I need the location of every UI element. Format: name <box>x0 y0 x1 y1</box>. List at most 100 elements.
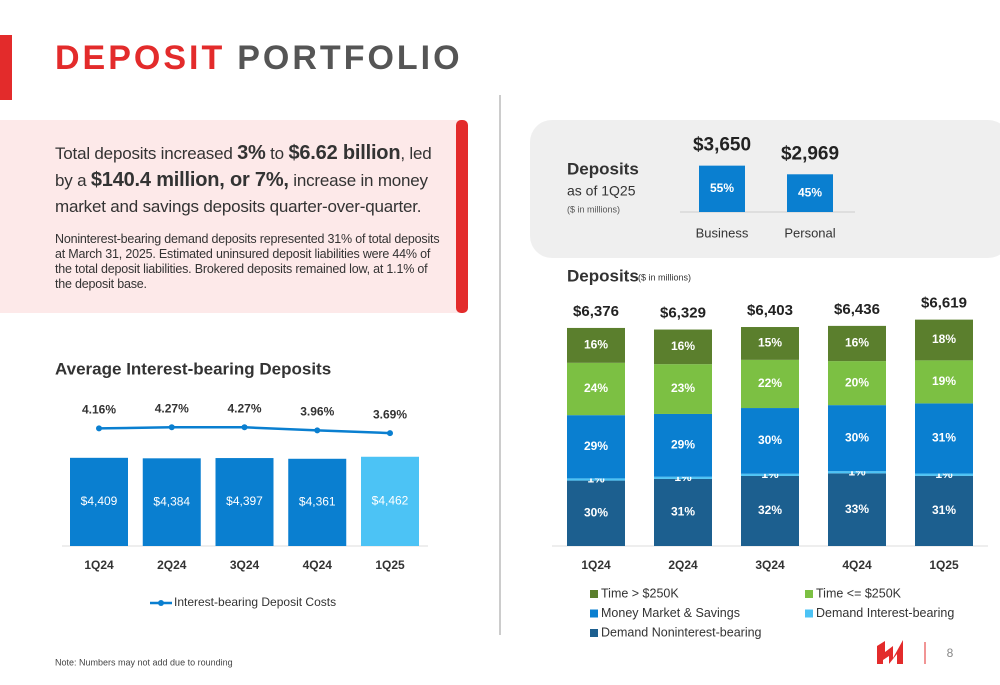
total-label: $6,376 <box>573 303 619 320</box>
legend-label: Money Market & Savings <box>601 606 740 620</box>
bar-segment <box>741 475 799 546</box>
total-label: $6,436 <box>834 301 880 318</box>
x-tick-label: 2Q24 <box>668 558 698 572</box>
accent-tab <box>0 35 12 100</box>
legend-swatch <box>590 629 598 637</box>
bar-segment <box>828 405 886 472</box>
bar-segment <box>741 473 799 476</box>
bar-segment <box>567 327 625 363</box>
legend-label: Interest-bearing Deposit Costs <box>174 595 336 609</box>
bar-label: $4,361 <box>299 495 336 509</box>
line-label: 4.27% <box>227 401 261 415</box>
segment-label: 29% <box>671 438 695 452</box>
legend-marker <box>158 600 164 606</box>
line-label: 4.16% <box>82 403 116 417</box>
legend-label: Demand Noninterest-bearing <box>601 625 762 639</box>
x-tick-label: Business <box>696 225 749 240</box>
chart-title: Deposits <box>567 266 639 285</box>
chart-unit: ($ in millions) <box>567 204 620 214</box>
legend-swatch <box>805 609 813 618</box>
bar-label: $4,462 <box>372 494 409 508</box>
bar-segment <box>567 478 625 481</box>
bar-segment <box>915 360 973 404</box>
total-label: $6,619 <box>921 295 967 312</box>
line-point <box>96 425 102 432</box>
headline-text: to <box>265 144 289 163</box>
slide-title: DEPOSIT PORTFOLIO <box>55 39 463 77</box>
segment-label: 16% <box>845 336 869 350</box>
segment-label: 31% <box>932 431 956 445</box>
bar-segment <box>654 478 712 546</box>
x-tick-label: 2Q24 <box>157 558 187 572</box>
summary-headline: Total deposits increased 3% to $6.62 bil… <box>55 140 440 220</box>
segment-label: 31% <box>671 505 695 519</box>
segment-label: 31% <box>932 503 956 517</box>
summary: Total deposits increased 3% to $6.62 bil… <box>55 140 440 292</box>
bar-segment <box>915 473 973 476</box>
bar-segment <box>654 329 712 365</box>
bar-segment <box>567 480 625 546</box>
line-label: 4.27% <box>155 401 189 415</box>
legend-label: Time <= $250K <box>816 586 902 600</box>
segment-label: 23% <box>671 381 695 395</box>
chart-title: Deposits <box>567 159 639 178</box>
headline-emphasis: 3% <box>237 142 266 164</box>
legend-label: Demand Interest-bearing <box>816 606 954 620</box>
bar-segment <box>828 471 886 474</box>
footnote: Note: Numbers may not add due to roundin… <box>55 657 233 667</box>
headline-text: Total deposits increased <box>55 144 238 163</box>
bar-label: $4,397 <box>226 494 263 508</box>
segment-label: 16% <box>584 338 608 352</box>
segment-label: 30% <box>584 505 608 519</box>
chart-title: Average Interest-bearing Deposits <box>55 359 331 378</box>
headline-emphasis: $140.4 million, or 7%, <box>90 169 289 191</box>
bar-segment <box>915 319 973 361</box>
bar-value-label: $3,650 <box>693 135 751 156</box>
bar-segment <box>828 361 886 406</box>
headline-emphasis: $6.62 billion <box>288 142 401 164</box>
bar-segment <box>741 327 799 360</box>
bar-label: $4,409 <box>81 494 118 508</box>
x-tick-label: 3Q24 <box>230 558 260 572</box>
line-point <box>314 427 321 434</box>
line-point <box>387 430 393 437</box>
chart-subtitle: as of 1Q25 <box>567 183 636 199</box>
summary-body: Noninterest-bearing demand deposits repr… <box>55 232 440 291</box>
segment-label: 19% <box>932 374 956 388</box>
segment-label: 24% <box>584 381 608 395</box>
line-label: 3.69% <box>373 407 407 421</box>
bar-segment <box>915 475 973 546</box>
x-tick-label: 1Q24 <box>581 558 611 572</box>
bar-segment <box>915 403 973 474</box>
x-tick-label: Personal <box>784 225 835 240</box>
logo <box>877 640 903 664</box>
title-rest: PORTFOLIO <box>237 39 462 77</box>
legend-swatch <box>805 590 813 598</box>
page-number: 8 <box>947 646 954 660</box>
x-tick-label: 3Q24 <box>755 558 785 572</box>
segment-label: 32% <box>758 503 782 517</box>
segment-label: 20% <box>845 375 869 389</box>
bar <box>142 458 201 546</box>
segment-label: 29% <box>584 439 608 453</box>
legend-swatch <box>590 609 598 618</box>
bar-segment <box>654 364 712 414</box>
segment-label: 15% <box>758 336 782 350</box>
x-tick-label: 1Q25 <box>929 558 959 572</box>
headline-text: , led by a <box>55 144 432 190</box>
headline-text: increase in money market and savings dep… <box>55 171 428 216</box>
bar-segment <box>828 473 886 546</box>
bar-segment <box>741 359 799 409</box>
summary-box-accent <box>456 120 468 313</box>
segment-label: 16% <box>671 339 695 353</box>
line-point <box>168 424 175 431</box>
bar <box>215 458 274 546</box>
bar-segment <box>567 415 625 479</box>
bar-segment <box>567 362 625 416</box>
chart-unit: ($ in millions) <box>638 272 691 282</box>
bar <box>699 165 745 212</box>
legend-swatch <box>590 590 598 598</box>
segment-label: 18% <box>932 332 956 346</box>
